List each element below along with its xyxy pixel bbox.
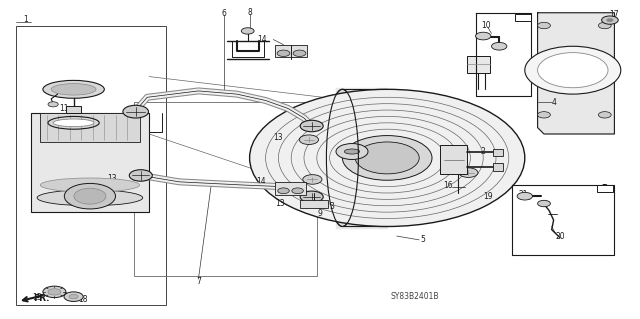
Text: 8: 8 — [247, 8, 252, 17]
Text: 13: 13 — [107, 174, 117, 183]
Polygon shape — [538, 13, 614, 134]
Circle shape — [123, 105, 148, 118]
Circle shape — [476, 32, 491, 40]
Circle shape — [300, 191, 323, 203]
Text: FR.: FR. — [33, 294, 49, 303]
Circle shape — [525, 46, 621, 94]
Circle shape — [48, 289, 61, 295]
Circle shape — [602, 16, 618, 24]
Circle shape — [355, 142, 419, 174]
Polygon shape — [336, 88, 387, 228]
Text: 13: 13 — [273, 133, 284, 142]
Bar — [275, 45, 307, 57]
Text: 16: 16 — [443, 181, 453, 190]
Circle shape — [250, 89, 525, 226]
Circle shape — [538, 112, 550, 118]
Ellipse shape — [37, 190, 143, 206]
Circle shape — [278, 188, 289, 194]
Text: 21: 21 — [519, 190, 528, 199]
Ellipse shape — [51, 84, 96, 95]
Circle shape — [459, 168, 478, 177]
Text: 15: 15 — [32, 293, 42, 302]
Circle shape — [517, 192, 532, 200]
Circle shape — [492, 42, 507, 50]
Circle shape — [74, 188, 106, 204]
Circle shape — [241, 28, 254, 34]
Text: 19: 19 — [483, 192, 493, 201]
Circle shape — [292, 188, 303, 194]
Bar — [597, 185, 613, 192]
Text: SY83B2401B: SY83B2401B — [390, 292, 439, 300]
Circle shape — [64, 292, 83, 301]
Text: 13: 13 — [275, 199, 285, 208]
Circle shape — [43, 286, 66, 298]
Bar — [440, 145, 467, 174]
Circle shape — [607, 19, 613, 22]
Text: 9: 9 — [317, 209, 323, 218]
Text: B: B — [602, 184, 608, 193]
Circle shape — [277, 50, 290, 56]
Text: 18: 18 — [79, 295, 88, 304]
Text: 11: 11 — [60, 104, 68, 113]
Text: 7: 7 — [196, 277, 201, 286]
Ellipse shape — [344, 149, 360, 154]
Ellipse shape — [43, 80, 104, 98]
Bar — [16, 26, 166, 305]
Text: 12: 12 — [56, 124, 65, 133]
Bar — [515, 14, 531, 21]
Circle shape — [598, 112, 611, 118]
Ellipse shape — [326, 89, 358, 226]
Circle shape — [538, 200, 550, 207]
Text: A: A — [520, 13, 526, 22]
Text: 1: 1 — [23, 15, 28, 24]
Circle shape — [538, 22, 550, 29]
Text: 14: 14 — [256, 177, 266, 186]
Circle shape — [303, 175, 322, 184]
Bar — [134, 102, 317, 276]
Text: 17: 17 — [609, 10, 620, 19]
Ellipse shape — [53, 119, 94, 127]
Bar — [493, 149, 503, 156]
Circle shape — [336, 144, 368, 160]
Text: 10: 10 — [481, 21, 492, 30]
Text: 14: 14 — [257, 35, 268, 44]
Circle shape — [65, 183, 116, 209]
Circle shape — [69, 294, 78, 299]
Circle shape — [293, 50, 306, 56]
Bar — [31, 113, 149, 212]
Text: 2: 2 — [481, 147, 486, 156]
Bar — [275, 182, 306, 195]
Text: 3: 3 — [329, 202, 334, 211]
Bar — [467, 56, 490, 73]
Text: 20: 20 — [555, 232, 565, 241]
Circle shape — [48, 102, 58, 107]
Text: 5: 5 — [420, 235, 425, 244]
Circle shape — [342, 136, 432, 180]
Circle shape — [300, 135, 319, 145]
Bar — [40, 113, 140, 142]
Circle shape — [598, 22, 611, 29]
Text: 4: 4 — [551, 98, 556, 107]
Ellipse shape — [40, 178, 140, 192]
Circle shape — [300, 120, 323, 132]
Bar — [493, 163, 503, 171]
Text: 13: 13 — [107, 114, 117, 122]
Text: 6: 6 — [221, 9, 227, 18]
Circle shape — [538, 53, 608, 88]
Circle shape — [129, 170, 152, 181]
Bar — [66, 106, 81, 113]
Bar — [300, 200, 328, 208]
